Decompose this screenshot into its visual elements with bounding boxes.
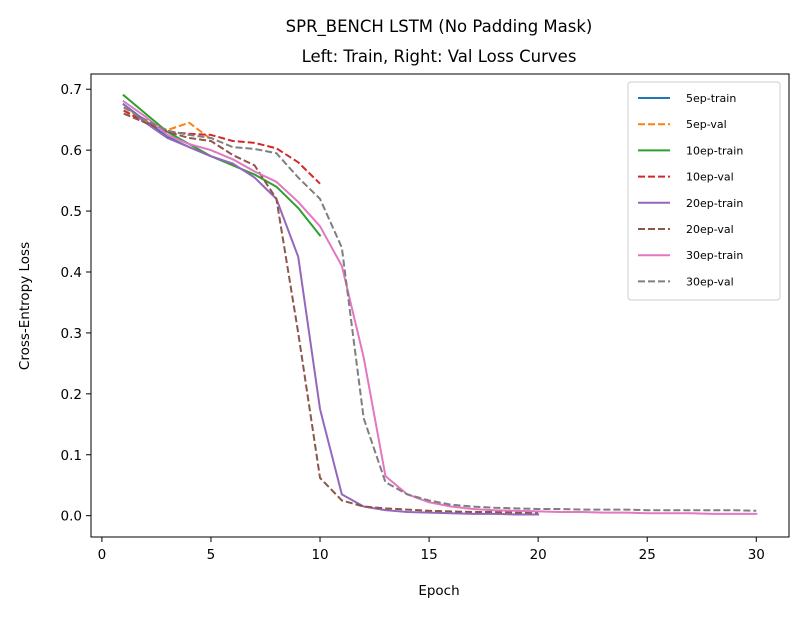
chart-title: SPR_BENCH LSTM (No Padding Mask)	[286, 17, 593, 37]
plot-area	[90, 73, 790, 538]
y-tick-label: 0.4	[61, 265, 82, 281]
x-tick-label: 5	[207, 547, 216, 563]
legend-label-20ep-train: 20ep-train	[686, 197, 743, 210]
y-tick-label: 0.1	[61, 448, 82, 464]
legend-label-20ep-val: 20ep-val	[686, 223, 734, 236]
y-tick-label: 0.6	[61, 143, 82, 159]
series-line-10ep-train	[122, 93, 322, 237]
x-tick-label: 30	[748, 547, 765, 563]
axis-ticks: 0 5 10 15 20 25 30 0.0 0.1 0.2 0.3 0.4 0.5 0.6 0.7	[61, 82, 765, 563]
series-line-30ep-val	[123, 106, 757, 512]
x-tick-label: 10	[311, 547, 328, 563]
series-line-20ep-train	[122, 103, 540, 516]
x-tick-label: 15	[421, 547, 438, 563]
x-axis-label: Epoch	[418, 583, 459, 599]
legend-label-10ep-val: 10ep-val	[686, 171, 734, 184]
series-lines	[122, 93, 758, 516]
series-line-30ep-train	[122, 100, 758, 515]
series-line-20ep-val	[123, 112, 539, 514]
legend-label-30ep-val: 30ep-val	[686, 275, 734, 288]
y-tick-label: 0.0	[61, 509, 82, 525]
legend: 5ep-train 5ep-val 10ep-train 10ep-val 20ep-t…	[627, 81, 781, 301]
legend-label-5ep-val: 5ep-val	[686, 118, 727, 131]
y-tick-label: 0.2	[61, 387, 82, 403]
y-axis-label: Cross-Entropy Loss	[17, 242, 33, 370]
legend-label-10ep-train: 10ep-train	[686, 144, 743, 157]
chart-subtitle: Left: Train, Right: Val Loss Curves	[302, 47, 577, 66]
legend-label-5ep-train: 5ep-train	[686, 92, 736, 105]
y-tick-label: 0.5	[61, 204, 82, 220]
plot-frame	[90, 73, 790, 538]
y-tick-label: 0.3	[61, 326, 82, 342]
x-tick-label: 0	[98, 547, 107, 563]
legend-label-30ep-train: 30ep-train	[686, 249, 743, 262]
x-tick-label: 20	[530, 547, 547, 563]
y-tick-label: 0.7	[61, 82, 82, 98]
x-tick-label: 25	[639, 547, 656, 563]
legend-box	[627, 81, 781, 301]
